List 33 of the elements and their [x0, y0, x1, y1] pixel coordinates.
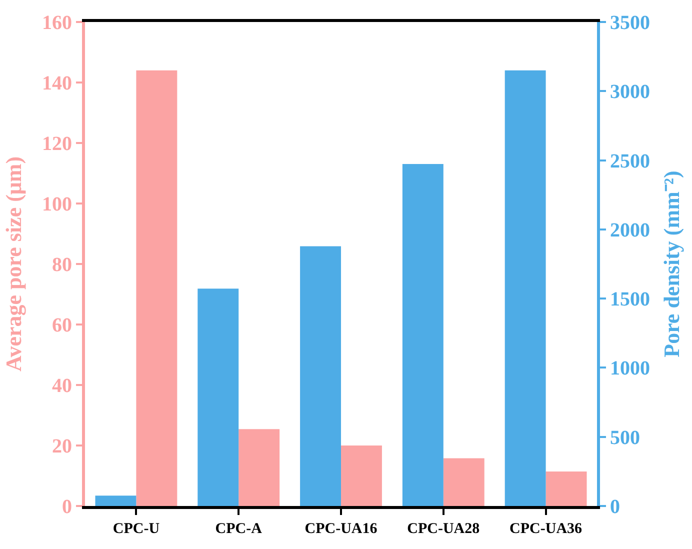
y-tick-label: 160	[42, 12, 72, 34]
bar	[402, 164, 444, 506]
y-tick-label: 40	[52, 375, 72, 397]
bar	[504, 70, 546, 506]
x-tick-label: CPC-UA36	[510, 521, 583, 537]
bar	[95, 496, 136, 506]
bar	[443, 458, 484, 506]
bar	[546, 472, 587, 506]
y-tick-label: 80	[52, 254, 72, 276]
bar	[300, 246, 341, 506]
y2-tick-label: 1000	[610, 358, 650, 380]
y2-tick-label: 3500	[610, 12, 650, 34]
y-tick-label: 20	[52, 436, 72, 458]
x-tick-label: CPC-UA28	[407, 521, 480, 537]
bar	[198, 288, 239, 506]
y2-tick-label: 3000	[610, 81, 650, 104]
x-tick-label: CPC-UA16	[304, 521, 378, 537]
y2-tick-label: 0	[610, 496, 620, 518]
y2-tick-label: 500	[610, 426, 640, 449]
y-tick-label: 0	[62, 496, 72, 518]
bar	[341, 446, 382, 506]
bar	[136, 70, 178, 506]
y2-axis-title: Pore density (mm⁻²)	[658, 170, 684, 358]
x-tick-label: CPC-A	[215, 521, 262, 537]
y-axis-title: Average pore size (μm)	[0, 156, 26, 372]
y-tick-label: 60	[52, 314, 72, 336]
y-tick-label: 140	[42, 72, 72, 94]
y2-tick-label: 1500	[610, 288, 650, 311]
y2-tick-label: 2500	[610, 150, 650, 172]
y-tick-label: 100	[42, 194, 72, 216]
y2-tick-label: 2000	[610, 219, 650, 242]
y-tick-label: 120	[42, 133, 72, 155]
x-tick-label: CPC-U	[112, 521, 160, 537]
